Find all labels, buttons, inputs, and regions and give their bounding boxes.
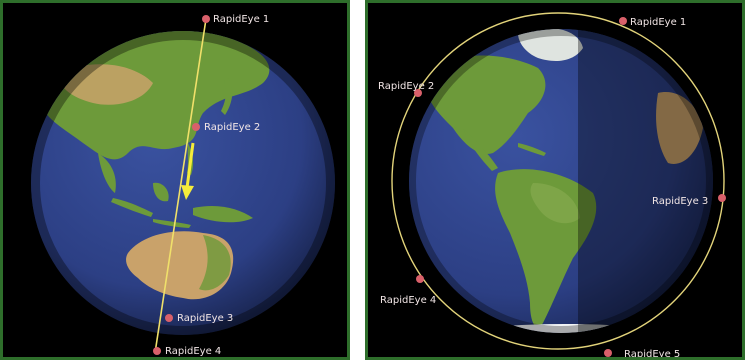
left-globe-view: RapidEye 1 RapidEye 2 RapidEye 3 RapidEy… xyxy=(3,3,347,357)
java-island xyxy=(153,219,191,228)
amazon-region xyxy=(530,183,580,224)
satellite-label: RapidEye 2 xyxy=(204,122,260,133)
satellite-marker: RapidEye 1 xyxy=(202,14,269,25)
caribbean-islands xyxy=(518,143,546,156)
borneo-island xyxy=(153,182,169,202)
direction-arrow-head xyxy=(181,185,194,200)
orbit-ring xyxy=(391,12,725,350)
satellite-label: RapidEye 1 xyxy=(213,14,269,25)
australia-east-coast xyxy=(199,235,231,291)
japan-landmass xyxy=(221,78,233,115)
continents xyxy=(31,31,335,335)
right-globe-panel: RapidEye 1 RapidEye 2 RapidEye 3 RapidEy… xyxy=(365,0,745,360)
satellite-marker: RapidEye 4 xyxy=(380,275,436,306)
satellite-label: RapidEye 2 xyxy=(378,81,434,92)
asia-landmass xyxy=(38,31,270,160)
satellite-marker: RapidEye 2 xyxy=(378,81,434,97)
left-globe-panel: RapidEye 1 RapidEye 2 RapidEye 3 RapidEy… xyxy=(0,0,350,360)
new-guinea-island xyxy=(193,206,253,223)
sumatra-island xyxy=(111,198,153,217)
right-globe-view: RapidEye 1 RapidEye 2 RapidEye 3 RapidEy… xyxy=(368,3,742,357)
satellite-ground-track xyxy=(154,18,207,354)
satellite-marker: RapidEye 2 xyxy=(192,122,260,133)
africa-landmass xyxy=(656,92,703,164)
satellite-label: RapidEye 4 xyxy=(380,295,436,306)
north-america-landmass xyxy=(423,55,546,154)
satellite-marker: RapidEye 1 xyxy=(619,17,686,28)
central-asia-desert xyxy=(58,64,153,105)
satellite-label: RapidEye 4 xyxy=(165,346,221,357)
satellite-marker: RapidEye 3 xyxy=(165,313,233,324)
satellite-label: RapidEye 5 xyxy=(624,349,680,357)
direction-arrow-shaft xyxy=(185,142,195,189)
satellite-label: RapidEye 3 xyxy=(177,313,233,324)
satellite-marker: RapidEye 3 xyxy=(652,194,726,207)
satellite-label: RapidEye 1 xyxy=(630,17,686,28)
greenland-landmass xyxy=(518,29,583,61)
indochina-landmass xyxy=(98,153,116,193)
central-america-landmass xyxy=(463,128,498,171)
satellite-marker: RapidEye 4 xyxy=(153,346,221,357)
satellite-label: RapidEye 3 xyxy=(652,196,708,207)
satellite-marker: RapidEye 5 xyxy=(604,349,680,357)
